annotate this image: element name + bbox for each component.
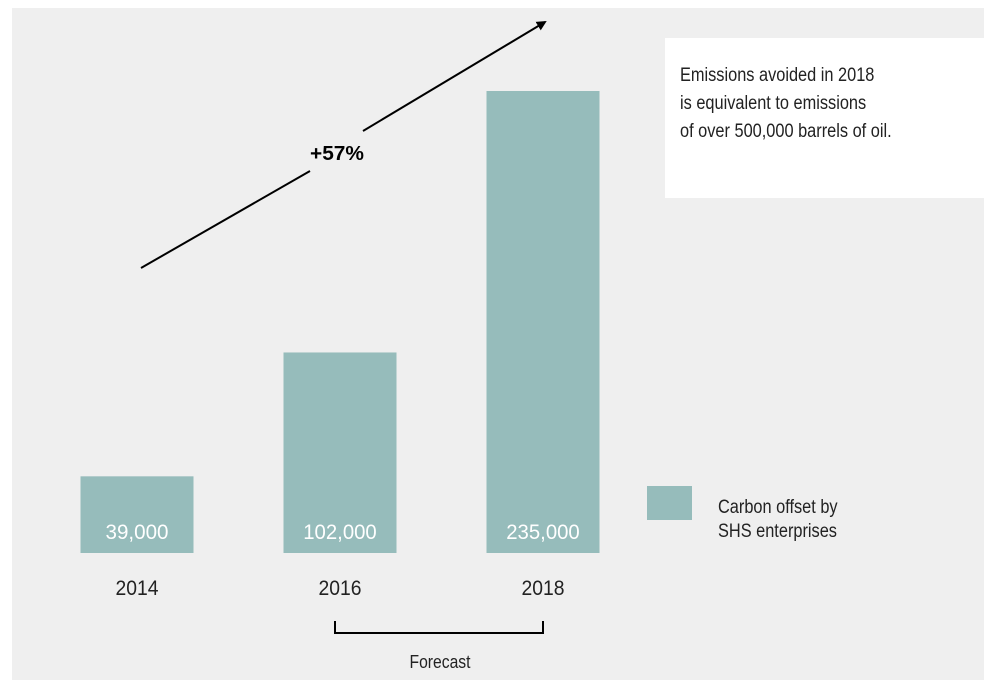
bar-value-label: 235,000	[506, 521, 580, 544]
x-tick-label: 2018	[522, 577, 565, 600]
bar-2014	[80, 476, 194, 553]
note-line: of over 500,000 barrels of oil.	[680, 121, 892, 142]
forecast-bracket	[334, 621, 544, 634]
trend-annotation-label: +57%	[310, 143, 364, 165]
trend-arrow-head	[362, 20, 547, 132]
bar-2016	[283, 352, 397, 553]
trend-arrow-tail	[140, 170, 311, 269]
bar-value-label: 102,000	[303, 521, 377, 544]
annotation-note: Emissions avoided in 2018 is equivalent …	[665, 38, 984, 198]
legend-label: Carbon offset by SHS enterprises	[718, 496, 890, 544]
bar-2018	[486, 91, 600, 553]
legend-label-line: SHS enterprises	[718, 521, 837, 542]
legend-label-line: Carbon offset by	[718, 497, 838, 518]
forecast-label: Forecast	[410, 652, 471, 672]
x-tick-label: 2016	[319, 577, 362, 600]
note-line: is equivalent to emissions	[680, 93, 867, 114]
note-line: Emissions avoided in 2018	[680, 65, 875, 86]
legend-swatch	[647, 486, 692, 520]
x-tick-label: 2014	[116, 577, 159, 600]
bar-value-label: 39,000	[106, 521, 169, 544]
